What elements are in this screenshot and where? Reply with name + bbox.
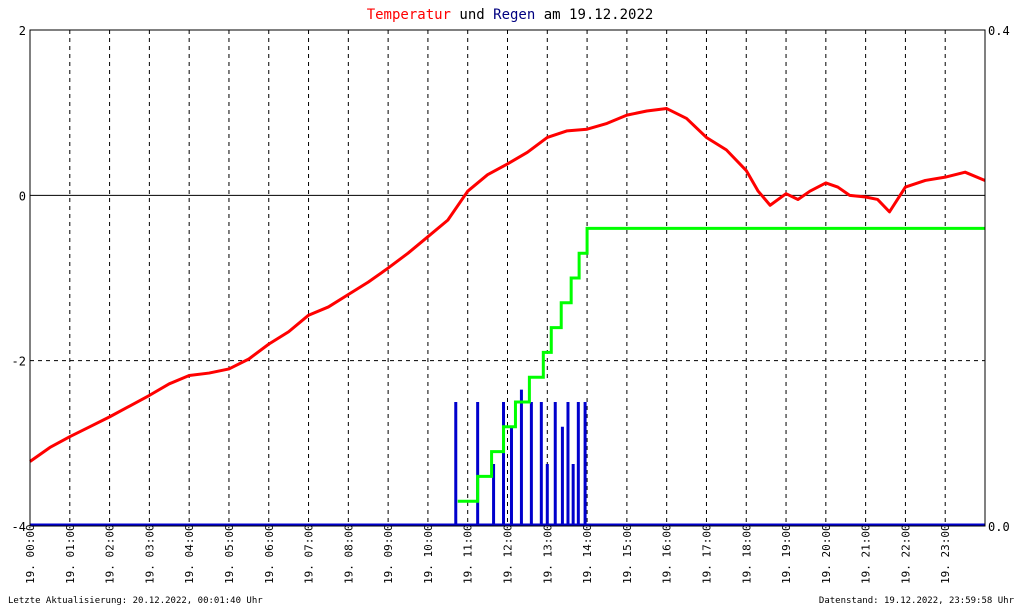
x-tick-label: 19. 08:00 — [342, 524, 355, 584]
x-tick-label: 19. 17:00 — [700, 524, 713, 584]
left-tick-label: 0 — [19, 189, 26, 203]
x-tick-label: 19. 10:00 — [422, 524, 435, 584]
x-tick-label: 19. 20:00 — [820, 524, 833, 584]
footer-data-status: Datenstand: 19.12.2022, 23:59:58 Uhr — [819, 596, 1015, 606]
x-tick-label: 19. 04:00 — [183, 524, 196, 584]
x-tick-label: 19. 09:00 — [382, 524, 395, 584]
right-tick-label: 0.4 — [988, 24, 1010, 38]
title-regen: Regen — [493, 7, 535, 23]
x-tick-label: 19. 03:00 — [143, 524, 156, 584]
x-tick-label: 19. 05:00 — [223, 524, 236, 584]
plot-area: 2 0 -2 -4 0.4 0.0 19. 00:00 19. 01:00 19. 02:00 1… — [12, 24, 1010, 584]
x-tick-label: 19. 14:00 — [581, 524, 594, 584]
x-tick-label: 19. 12:00 — [502, 524, 515, 584]
x-tick-label: 19. 11:00 — [462, 524, 475, 584]
footer-last-update: Letzte Aktualisierung: 20.12.2022, 00:01… — [8, 596, 263, 606]
title-und: und — [451, 7, 493, 23]
x-tick-label: 19. 23:00 — [939, 524, 952, 584]
chart-title: Temperatur und Regen am 19.12.2022 — [367, 7, 654, 23]
x-tick-label: 19. 22:00 — [899, 524, 912, 584]
left-tick-label: -2 — [12, 355, 26, 369]
x-tick-label: 19. 19:00 — [780, 524, 793, 584]
x-tick-label: 19. 21:00 — [860, 524, 873, 584]
x-tick-label: 19. 13:00 — [541, 524, 554, 584]
x-tick-label: 19. 15:00 — [621, 524, 634, 584]
rain-cumulative-line — [457, 226, 985, 503]
right-tick-label: 0.0 — [988, 520, 1010, 534]
x-tick-label: 19. 01:00 — [64, 524, 77, 584]
left-tick-label: 2 — [19, 24, 26, 38]
title-temperature: Temperatur — [367, 7, 451, 23]
x-tick-label: 19. 02:00 — [104, 524, 117, 584]
x-tick-label: 19. 16:00 — [661, 524, 674, 584]
x-tick-label: 19. 18:00 — [740, 524, 753, 584]
title-date: am 19.12.2022 — [535, 7, 653, 23]
plot-frame — [29, 29, 986, 527]
temperature-line — [29, 107, 986, 463]
x-tick-label: 19. 07:00 — [303, 524, 316, 584]
left-tick-label: -4 — [12, 520, 26, 534]
x-tick-label: 19. 00:00 — [24, 524, 37, 584]
x-tick-label: 19. 06:00 — [263, 524, 276, 584]
